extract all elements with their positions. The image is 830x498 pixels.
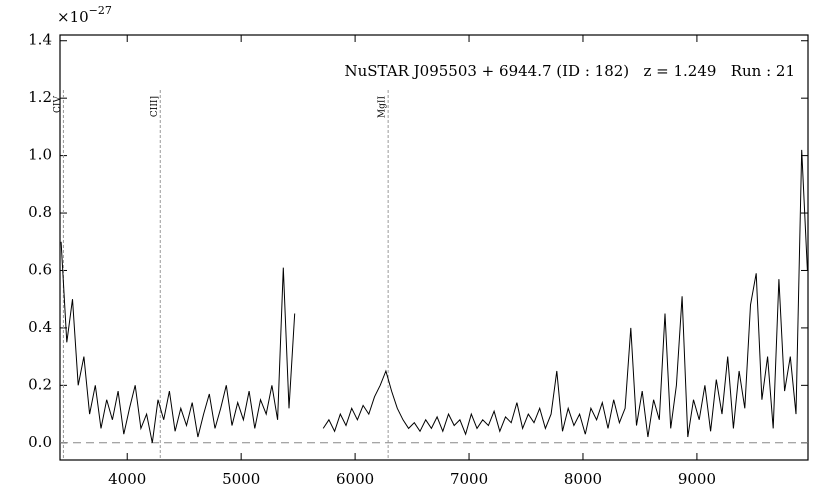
spectral-line-label: MgII	[378, 96, 388, 119]
y-tick-label: 1.2	[28, 88, 52, 106]
y-tick-label: 0.2	[28, 375, 52, 393]
annotation: NuSTAR J095503 + 6944.7 (ID : 182) z = 1…	[345, 62, 796, 80]
spectrum-line	[60, 149, 808, 443]
y-tick-label: 0.0	[28, 433, 52, 451]
y-tick-label: 1.0	[28, 146, 52, 164]
x-tick-label: 5000	[222, 470, 260, 488]
plot-frame	[59, 34, 809, 461]
y-tick-label: 0.4	[28, 318, 52, 336]
y-tick-label: 1.4	[28, 31, 52, 49]
y-tick-label: 0.8	[28, 203, 52, 221]
x-tick-label: 9000	[678, 470, 716, 488]
x-tick-label: 7000	[450, 470, 488, 488]
spectral-line-label: CIII]	[150, 96, 160, 117]
y-tick-label: 0.6	[28, 260, 52, 278]
y-scale-label: ×10−27	[57, 4, 112, 26]
spectral-line-label: CIV	[53, 96, 63, 113]
x-tick-label: 4000	[108, 470, 146, 488]
x-tick-label: 8000	[564, 470, 602, 488]
y-scale-base: ×10	[57, 8, 89, 26]
y-scale-exponent: −27	[89, 4, 112, 17]
x-tick-label: 6000	[336, 470, 374, 488]
